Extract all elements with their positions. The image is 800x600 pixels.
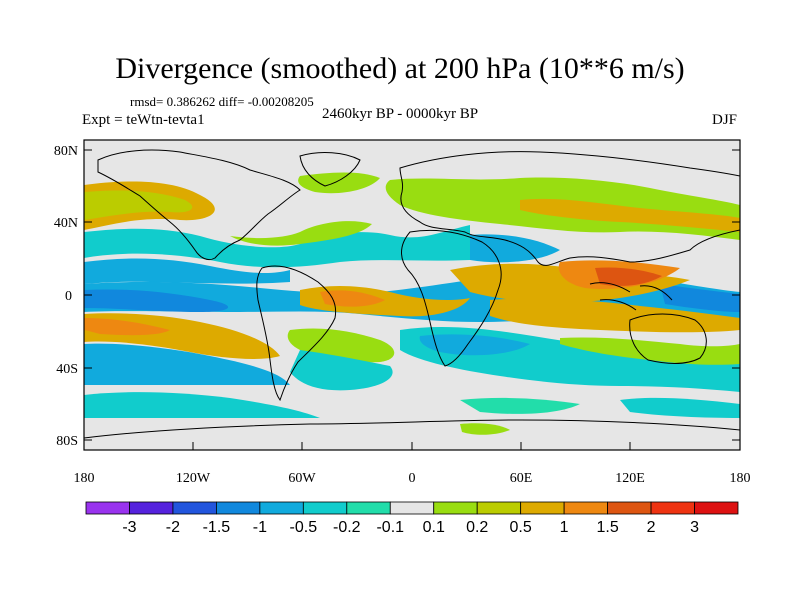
coastline-south-america <box>256 265 337 402</box>
colorbar-swatch <box>433 501 478 515</box>
divergence-field <box>84 172 740 435</box>
lon-label: 120W <box>176 471 211 486</box>
lon-label: 180 <box>730 471 751 486</box>
colorbar-label: 1 <box>559 519 569 536</box>
lon-label: 0 <box>409 471 416 486</box>
period-label: 2460kyr BP - 0000kyr BP <box>322 106 479 122</box>
colorbar-label: 3 <box>690 519 699 536</box>
field-patch <box>419 334 530 356</box>
coastline-maritime <box>589 282 673 311</box>
field-patch <box>230 221 372 246</box>
lat-label: 40S <box>56 362 78 377</box>
colorbar-swatch <box>520 501 565 515</box>
lat-label: 80N <box>54 144 78 159</box>
colorbar-swatch <box>85 501 130 515</box>
colorbar-swatch <box>607 501 652 515</box>
field-patch <box>520 198 740 232</box>
colorbar-swatch <box>259 501 304 515</box>
colorbar-swatch <box>346 501 391 515</box>
field-patch <box>298 172 380 194</box>
colorbar-label: -1.5 <box>202 519 231 536</box>
colorbar-swatch <box>650 501 695 515</box>
coastline-north-america <box>97 149 301 261</box>
colorbar-label: -0.2 <box>333 519 361 536</box>
field-patch <box>84 289 229 312</box>
colorbar-swatch <box>215 501 261 515</box>
lon-label: 60E <box>510 471 533 486</box>
colorbar-swatch <box>694 501 739 515</box>
colorbar-label: 2 <box>646 519 656 536</box>
field-patch <box>660 284 740 312</box>
coastline-eurasia <box>399 151 740 266</box>
field-patch <box>84 225 470 268</box>
field-patch <box>320 290 385 307</box>
field-patch <box>84 318 170 336</box>
colorbar-swatch <box>302 501 348 515</box>
field-patch <box>290 350 393 391</box>
colorbar-label: -2 <box>165 519 181 536</box>
field-patch <box>84 258 290 284</box>
lat-label: 80S <box>56 434 78 449</box>
lat-label: 40N <box>54 216 78 231</box>
colorbar-swatch <box>563 501 609 515</box>
colorbar-label: -0.1 <box>376 519 405 536</box>
colorbar-swatch <box>476 501 522 515</box>
colorbar-label: -3 <box>122 519 137 536</box>
coastline-australia <box>629 313 707 364</box>
colorbar <box>85 501 739 515</box>
coastline-antarctica <box>84 419 740 439</box>
colorbar-label: 1.5 <box>596 519 619 536</box>
coastline-greenland <box>299 152 361 187</box>
lat-label: 0 <box>65 289 72 304</box>
field-patch <box>84 190 193 220</box>
field-patch <box>470 234 560 263</box>
field-patch <box>490 298 740 333</box>
axis-ticks <box>83 149 741 450</box>
season-label: DJF <box>712 112 738 128</box>
field-patch <box>460 397 580 414</box>
plot-title: Divergence (smoothed) at 200 hPa (10**6 … <box>115 52 685 85</box>
colorbar-label: 0.2 <box>466 519 489 536</box>
coastlines <box>84 149 740 439</box>
colorbar-label: -1 <box>252 519 267 536</box>
colorbar-swatch <box>129 501 174 515</box>
axis-labels: 80N 40N 0 40S 80S 180 120W 60W 0 60E 120… <box>54 144 751 486</box>
colorbar-swatch <box>389 501 435 515</box>
field-patch <box>460 423 510 435</box>
lon-label: 180 <box>74 471 95 486</box>
coastline-africa <box>401 229 502 367</box>
colorbar-swatch <box>172 501 217 515</box>
field-patch <box>595 267 662 286</box>
stats-text: rmsd= 0.386262 diff= -0.00208205 <box>130 94 314 109</box>
field-patch <box>620 397 740 418</box>
colorbar-label: 0.1 <box>422 519 445 536</box>
colorbar-label: 0.5 <box>509 519 532 536</box>
colorbar-label: -0.5 <box>289 519 318 536</box>
lon-label: 60W <box>288 471 316 486</box>
field-patch <box>560 337 740 365</box>
field-patch <box>84 343 290 385</box>
field-patch <box>84 392 320 418</box>
lon-label: 120E <box>615 471 645 486</box>
experiment-label: Expt = teWtn-tevta1 <box>82 112 205 128</box>
